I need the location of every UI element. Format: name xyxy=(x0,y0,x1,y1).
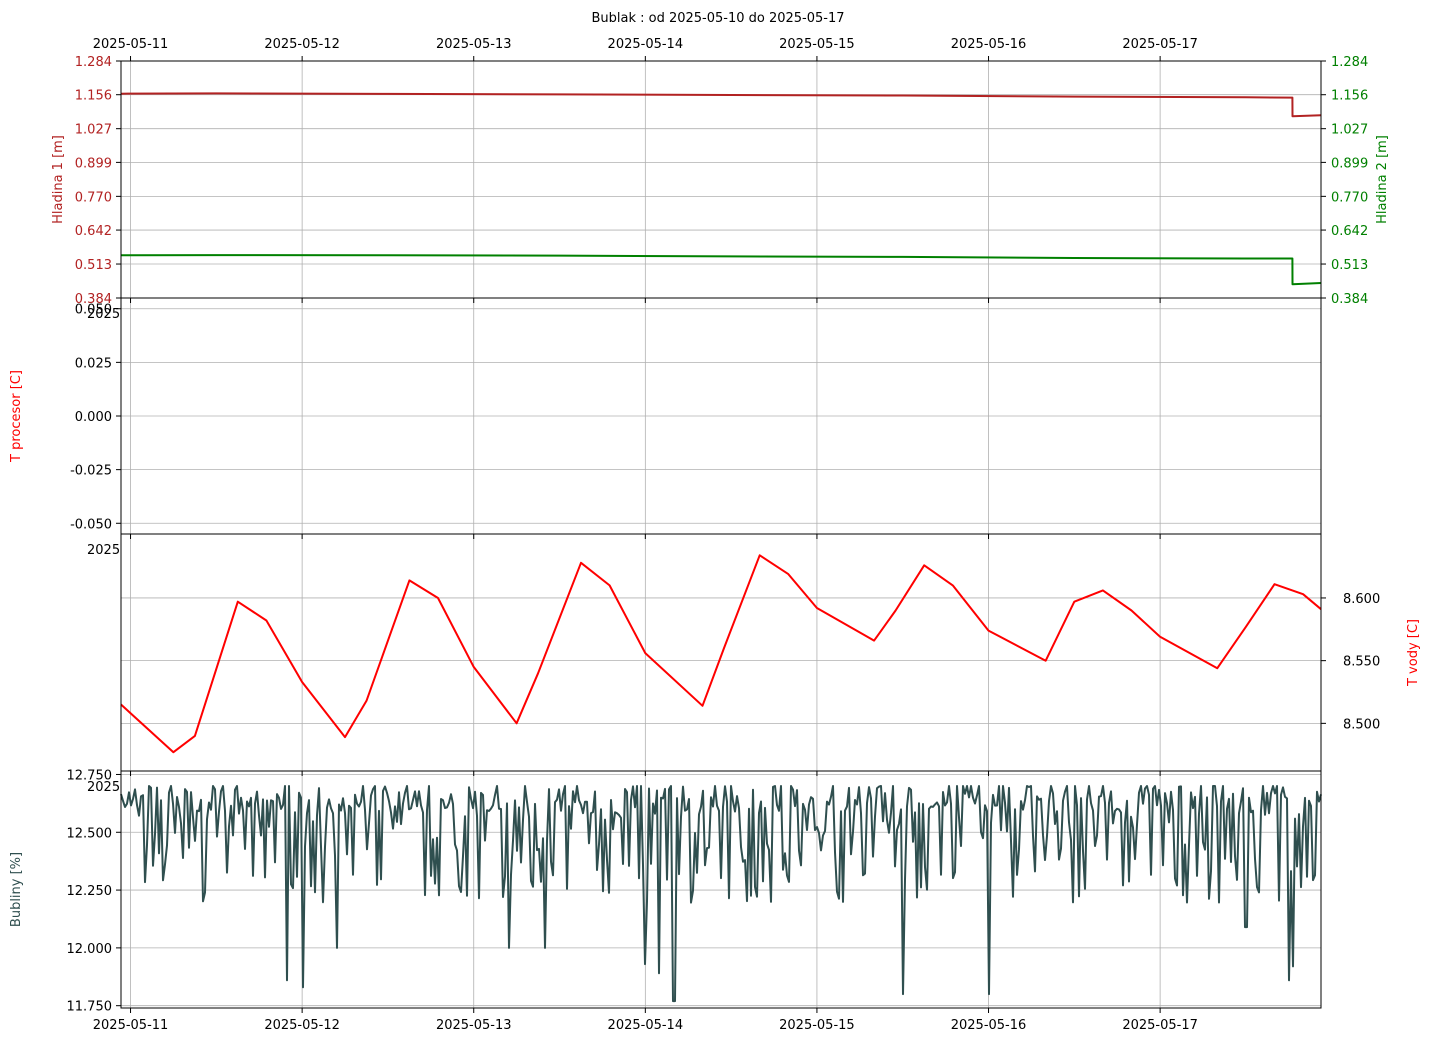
y-tick-label: 0.642 xyxy=(75,224,112,239)
y-tick-label: 12.500 xyxy=(67,826,113,841)
bottom-x-tick-label: 2025-05-13 xyxy=(436,1018,512,1033)
y-axis-label: T procesor [C] xyxy=(9,370,24,463)
bottom-x-tick-label: 2025-05-11 xyxy=(93,1018,169,1033)
y-tick-label: -0.025 xyxy=(70,464,112,479)
h2-series-line xyxy=(120,254,1322,286)
series-layer xyxy=(120,92,1322,1003)
y-tick-label: 0.513 xyxy=(75,258,112,273)
y-tick-label: 1.027 xyxy=(75,123,112,138)
y-tick-label: 8.500 xyxy=(1343,717,1380,732)
y-tick-label: 12.750 xyxy=(67,768,113,783)
bb-series-line xyxy=(120,785,1322,1003)
top-x-tick-label: 2025-05-12 xyxy=(264,37,340,52)
y-tick-label: 1.156 xyxy=(75,89,112,104)
y-axis-label: Bubliny [%] xyxy=(9,852,24,927)
y-tick-label: -0.050 xyxy=(70,517,112,532)
top-x-tick-label: 2025-05-15 xyxy=(779,37,855,52)
right-y-tick-label: 1.027 xyxy=(1331,123,1368,138)
h1-series-line xyxy=(120,92,1322,118)
bottom-x-tick-label: 2025-05-15 xyxy=(779,1018,855,1033)
right-y-tick-label: 0.384 xyxy=(1331,292,1368,307)
right-y-tick-label: 0.899 xyxy=(1331,156,1368,171)
top-x-tick-label: 2025-05-11 xyxy=(93,37,169,52)
tv-series-line xyxy=(120,554,1322,754)
top-x-tick-label: 2025-05-17 xyxy=(1122,37,1198,52)
bottom-x-tick-label: 2025-05-17 xyxy=(1122,1018,1198,1033)
top-x-tick-label: 2025-05-16 xyxy=(951,37,1027,52)
right-y-axis-label: T vody [C] xyxy=(1406,619,1421,687)
y-tick-label: 1.284 xyxy=(75,55,112,70)
top-x-tick-label: 2025-05-13 xyxy=(436,37,512,52)
tick-layer xyxy=(116,56,1326,1013)
y-tick-label: 0.384 xyxy=(75,292,112,307)
chart-title: Bublak : od 2025-05-10 do 2025-05-17 xyxy=(591,11,844,26)
right-y-axis-label: Hladina 2 [m] xyxy=(1375,135,1390,224)
top-x-tick-label: 2025-05-14 xyxy=(608,37,684,52)
y-tick-label: 0.025 xyxy=(75,356,112,371)
y-tick-label: 0.050 xyxy=(75,303,112,318)
bottom-x-tick-label: 2025-05-12 xyxy=(264,1018,340,1033)
y-tick-label: 0.000 xyxy=(75,410,112,425)
y-tick-label: 11.750 xyxy=(67,1000,113,1015)
right-y-tick-label: 0.642 xyxy=(1331,224,1368,239)
y-tick-label: 8.550 xyxy=(1343,655,1380,670)
panel-frame xyxy=(120,533,1322,772)
right-y-tick-label: 0.770 xyxy=(1331,190,1368,205)
axis-offset-label: 2025 xyxy=(87,780,120,795)
right-y-tick-label: 0.513 xyxy=(1331,258,1368,273)
right-y-tick-label: 1.284 xyxy=(1331,55,1368,70)
y-tick-label: 8.600 xyxy=(1343,592,1380,607)
axis-offset-label: 2025 xyxy=(87,543,120,558)
axis-offset-label: 2025 xyxy=(87,307,120,322)
y-tick-label: 0.899 xyxy=(75,156,112,171)
y-tick-label: 0.770 xyxy=(75,190,112,205)
panel-frame xyxy=(120,770,1322,1009)
label-layer: 2025-05-11 2025-05-12 2025-05-13 2025-05-14… xyxy=(9,37,1421,1033)
y-tick-label: 12.250 xyxy=(67,884,113,899)
right-y-tick-label: 1.156 xyxy=(1331,89,1368,104)
bottom-x-tick-label: 2025-05-16 xyxy=(951,1018,1027,1033)
bottom-x-tick-label: 2025-05-14 xyxy=(608,1018,684,1033)
y-axis-label: Hladina 1 [m] xyxy=(51,135,66,224)
y-tick-label: 12.000 xyxy=(67,942,113,957)
